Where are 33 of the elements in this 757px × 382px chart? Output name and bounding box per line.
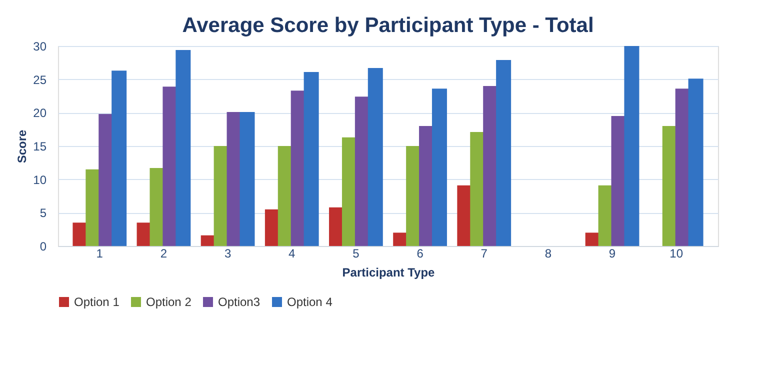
x-tick-label: 10 — [670, 246, 684, 260]
chart-title: Average Score by Participant Type - Total — [182, 14, 594, 37]
bar — [496, 60, 512, 246]
x-axis-title: Participant Type — [342, 266, 436, 280]
x-tick-label: 3 — [224, 246, 232, 260]
y-tick-label: 20 — [33, 106, 47, 120]
x-tick-label: 9 — [608, 246, 616, 260]
legend-label: Option 2 — [146, 295, 192, 309]
legend-label: Option 1 — [74, 295, 120, 309]
y-tick-label: 10 — [33, 172, 47, 187]
y-tick-label: 25 — [33, 72, 47, 87]
x-tick-label: 1 — [96, 246, 104, 260]
bar — [176, 50, 191, 246]
bar — [304, 72, 319, 246]
x-tick-label: 4 — [288, 246, 296, 260]
y-tick-label: 30 — [33, 40, 47, 54]
legend-label: Option 4 — [287, 295, 333, 309]
y-tick-label: 5 — [40, 206, 47, 220]
x-tick-label: 6 — [416, 246, 424, 260]
y-axis-title: Score — [15, 130, 30, 164]
bar — [240, 112, 255, 246]
bar — [624, 46, 640, 246]
bar — [432, 88, 447, 246]
x-tick-label: 7 — [480, 246, 488, 260]
y-tick-label: 15 — [33, 140, 47, 154]
x-tick-label: 5 — [352, 246, 360, 260]
x-tick-label: 8 — [544, 246, 552, 260]
legend-label: Option3 — [218, 295, 260, 309]
bar — [688, 78, 704, 246]
y-tick-label: 0 — [40, 240, 47, 254]
bar — [368, 68, 383, 246]
x-tick-label: 2 — [160, 246, 168, 260]
bar — [112, 70, 127, 246]
